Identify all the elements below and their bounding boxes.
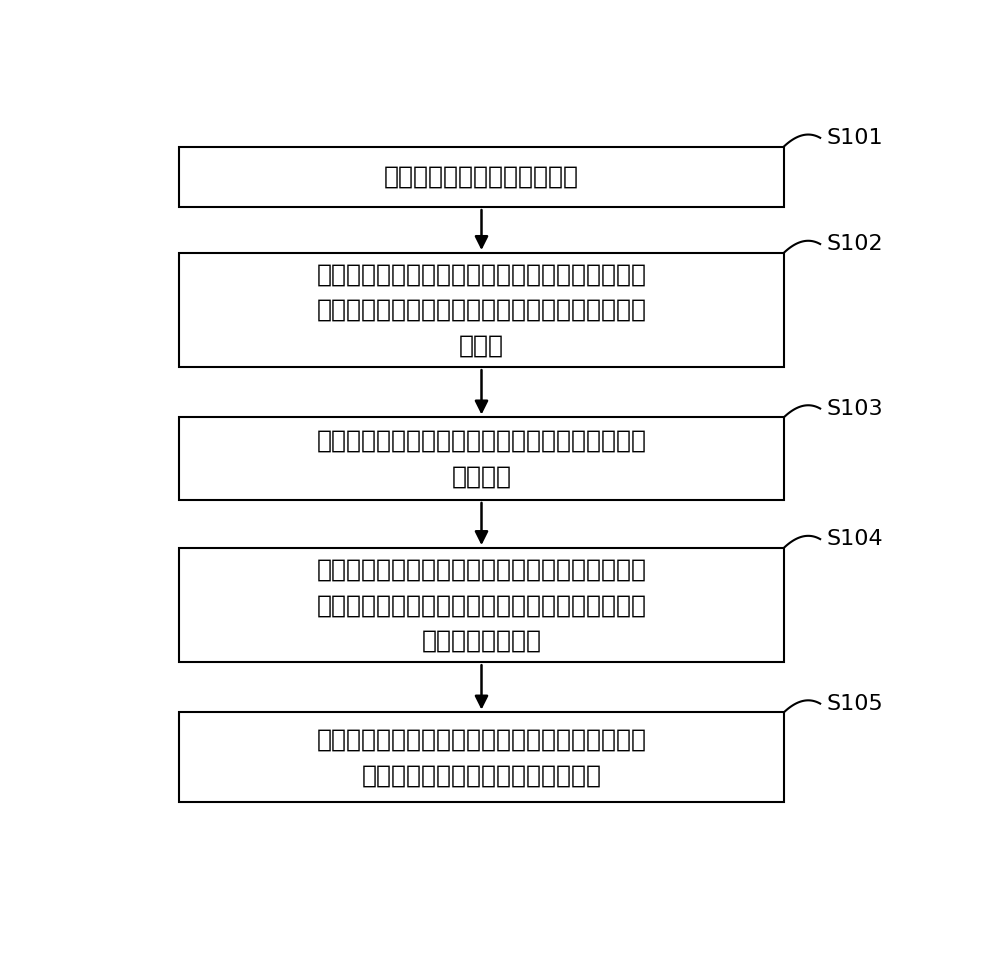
Text: S105: S105: [826, 694, 883, 714]
Text: 响应于所述自动泊车请求信号，获取车辆的车辆参
数以及所述车辆当前所在位置行驶至驻车位置的参
考轨迹: 响应于所述自动泊车请求信号，获取车辆的车辆参 数以及所述车辆当前所在位置行驶至驻…: [316, 262, 646, 357]
Bar: [179, 548, 784, 662]
Bar: [179, 253, 784, 367]
Text: S102: S102: [826, 234, 883, 254]
Bar: [179, 713, 784, 803]
Text: 接收用户的自动泊车请求信号: 接收用户的自动泊车请求信号: [384, 165, 579, 189]
Text: 根据所述预瞄距离、所述目标位置、所述车辆转向
传动比以及所述车辆轴距，确定对所述车辆进行横
向控制的第一参数: 根据所述预瞄距离、所述目标位置、所述车辆转向 传动比以及所述车辆轴距，确定对所述…: [316, 558, 646, 652]
Bar: [179, 147, 784, 207]
Text: S101: S101: [826, 127, 883, 148]
Text: 根据所述车辆的方向盘转角，调整所述车辆的方向
盘，用以控制所述车辆进行自动泊车: 根据所述车辆的方向盘转角，调整所述车辆的方向 盘，用以控制所述车辆进行自动泊车: [316, 728, 646, 787]
Bar: [179, 418, 784, 500]
Text: S103: S103: [826, 399, 883, 419]
Text: S104: S104: [826, 529, 883, 549]
Text: 根据所述当前车速，通过预设预瞄距离模型，得到
预瞄距离: 根据所述当前车速，通过预设预瞄距离模型，得到 预瞄距离: [316, 429, 646, 489]
